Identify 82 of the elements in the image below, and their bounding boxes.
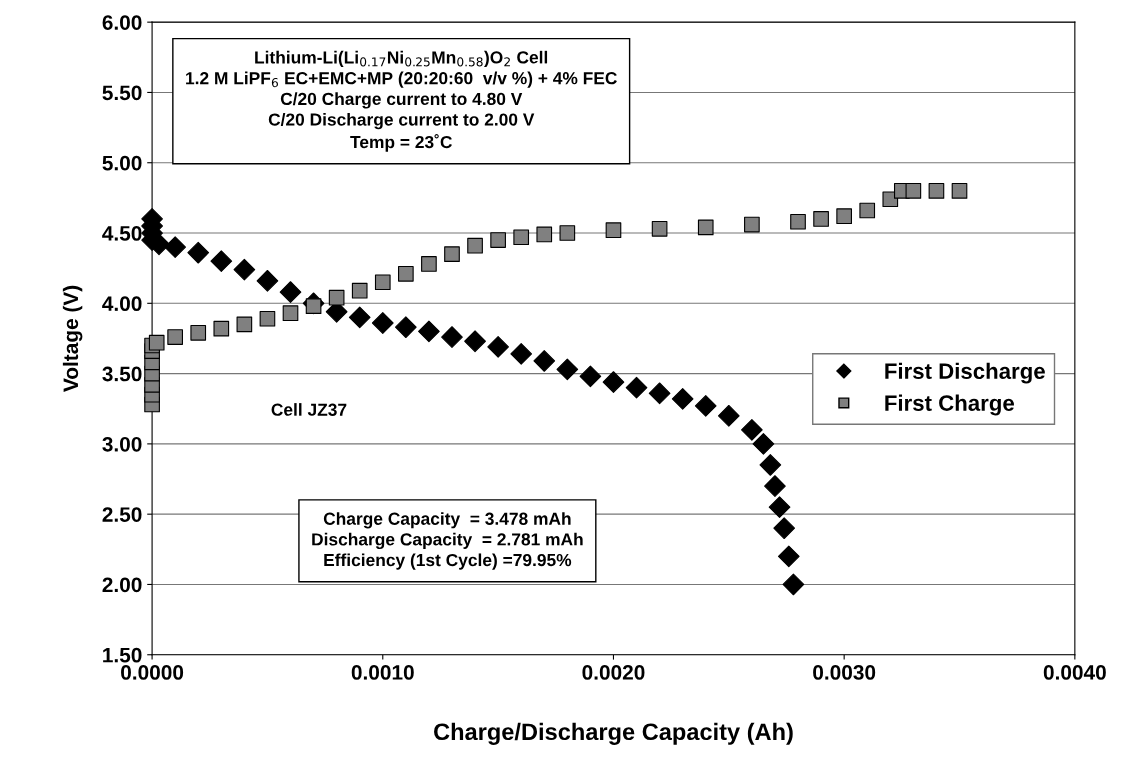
y-tick-label: 6.00 (102, 15, 142, 30)
point (421, 256, 437, 272)
point (605, 222, 622, 239)
x-axis-title: Charge/Discharge Capacity (Ah) (434, 722, 793, 745)
y-tick-label: 3.50 (102, 366, 142, 382)
point (394, 316, 417, 339)
point (717, 404, 740, 427)
point (813, 211, 829, 227)
point (328, 289, 345, 306)
point (741, 418, 763, 441)
legend-label: First Discharge (885, 362, 1045, 384)
point (236, 316, 253, 333)
point (441, 326, 463, 348)
point (764, 475, 786, 497)
x-tick-label: 0.0040 (1043, 665, 1106, 680)
point (602, 371, 625, 393)
y-tick-label: 2.50 (102, 507, 142, 522)
point (648, 382, 671, 405)
point (773, 517, 796, 540)
point (559, 225, 576, 241)
x-tick-label: 0.0010 (351, 665, 414, 680)
point (905, 183, 922, 199)
point (579, 365, 602, 388)
point (759, 454, 782, 476)
point (859, 202, 876, 219)
point (259, 310, 276, 327)
point (782, 573, 805, 596)
point (556, 358, 579, 381)
point (348, 306, 371, 329)
y-tick-label: 3.00 (102, 436, 142, 452)
point (374, 274, 391, 291)
point (510, 343, 533, 365)
point (790, 213, 806, 230)
y-tick-label: 4.50 (102, 226, 142, 241)
point (752, 433, 775, 455)
point (190, 324, 207, 341)
y-tick-label: 1.50 (103, 647, 142, 663)
point (282, 305, 299, 321)
point (351, 282, 368, 299)
point (213, 320, 230, 337)
point (777, 545, 800, 568)
point (233, 258, 256, 281)
point (279, 281, 302, 303)
point (536, 226, 553, 243)
x-tick-label: 0.0000 (121, 665, 184, 680)
x-tick-label: 0.0030 (813, 665, 876, 680)
point (951, 183, 968, 199)
text: Lithium-Li(Li$_{0.17}$Ni$_{0.25}$Mn$_{0.58}$)O$_{2}$ Cell 1.2 M LiPF$_{6}$ EC+EMC+MP (20:20:60 v/v %) + 4% FEC C/20 Charge current to 4.80 V C/20 Discharge current to 2.00 V Temp = 23˚C (186, 50, 617, 152)
point (513, 229, 530, 246)
point (371, 312, 394, 334)
y-axis-title: Voltage (V) (62, 285, 83, 392)
point (533, 350, 556, 372)
y-tick-label: 5.50 (102, 85, 142, 101)
point (467, 237, 483, 254)
point (671, 388, 694, 410)
point (464, 330, 486, 353)
legend-label: First Charge (885, 394, 1014, 416)
point (836, 208, 852, 224)
point (164, 236, 187, 258)
point (490, 232, 506, 248)
point (398, 265, 414, 282)
point (625, 376, 648, 399)
point (768, 496, 791, 518)
point (210, 250, 233, 272)
annotation: Charge Capacity = 3.478 mAh Discharge Capacity = 2.781 mAh Efficiency (1st Cycle) =79.95% (312, 512, 583, 570)
point (256, 269, 279, 292)
point (418, 320, 440, 343)
point (487, 336, 509, 358)
annotation: Cell JZ37 (271, 403, 347, 416)
point (187, 241, 210, 264)
point (651, 220, 668, 237)
point (744, 216, 760, 233)
point (697, 219, 714, 236)
point (148, 334, 165, 351)
y-tick-label: 5.00 (102, 155, 142, 171)
point (167, 329, 183, 345)
x-tick-label: 0.0020 (582, 665, 645, 680)
point (444, 246, 460, 262)
point (928, 183, 945, 199)
y-tick-label: 2.00 (102, 577, 142, 593)
point (694, 395, 717, 417)
y-tick-label: 4.00 (102, 296, 142, 312)
